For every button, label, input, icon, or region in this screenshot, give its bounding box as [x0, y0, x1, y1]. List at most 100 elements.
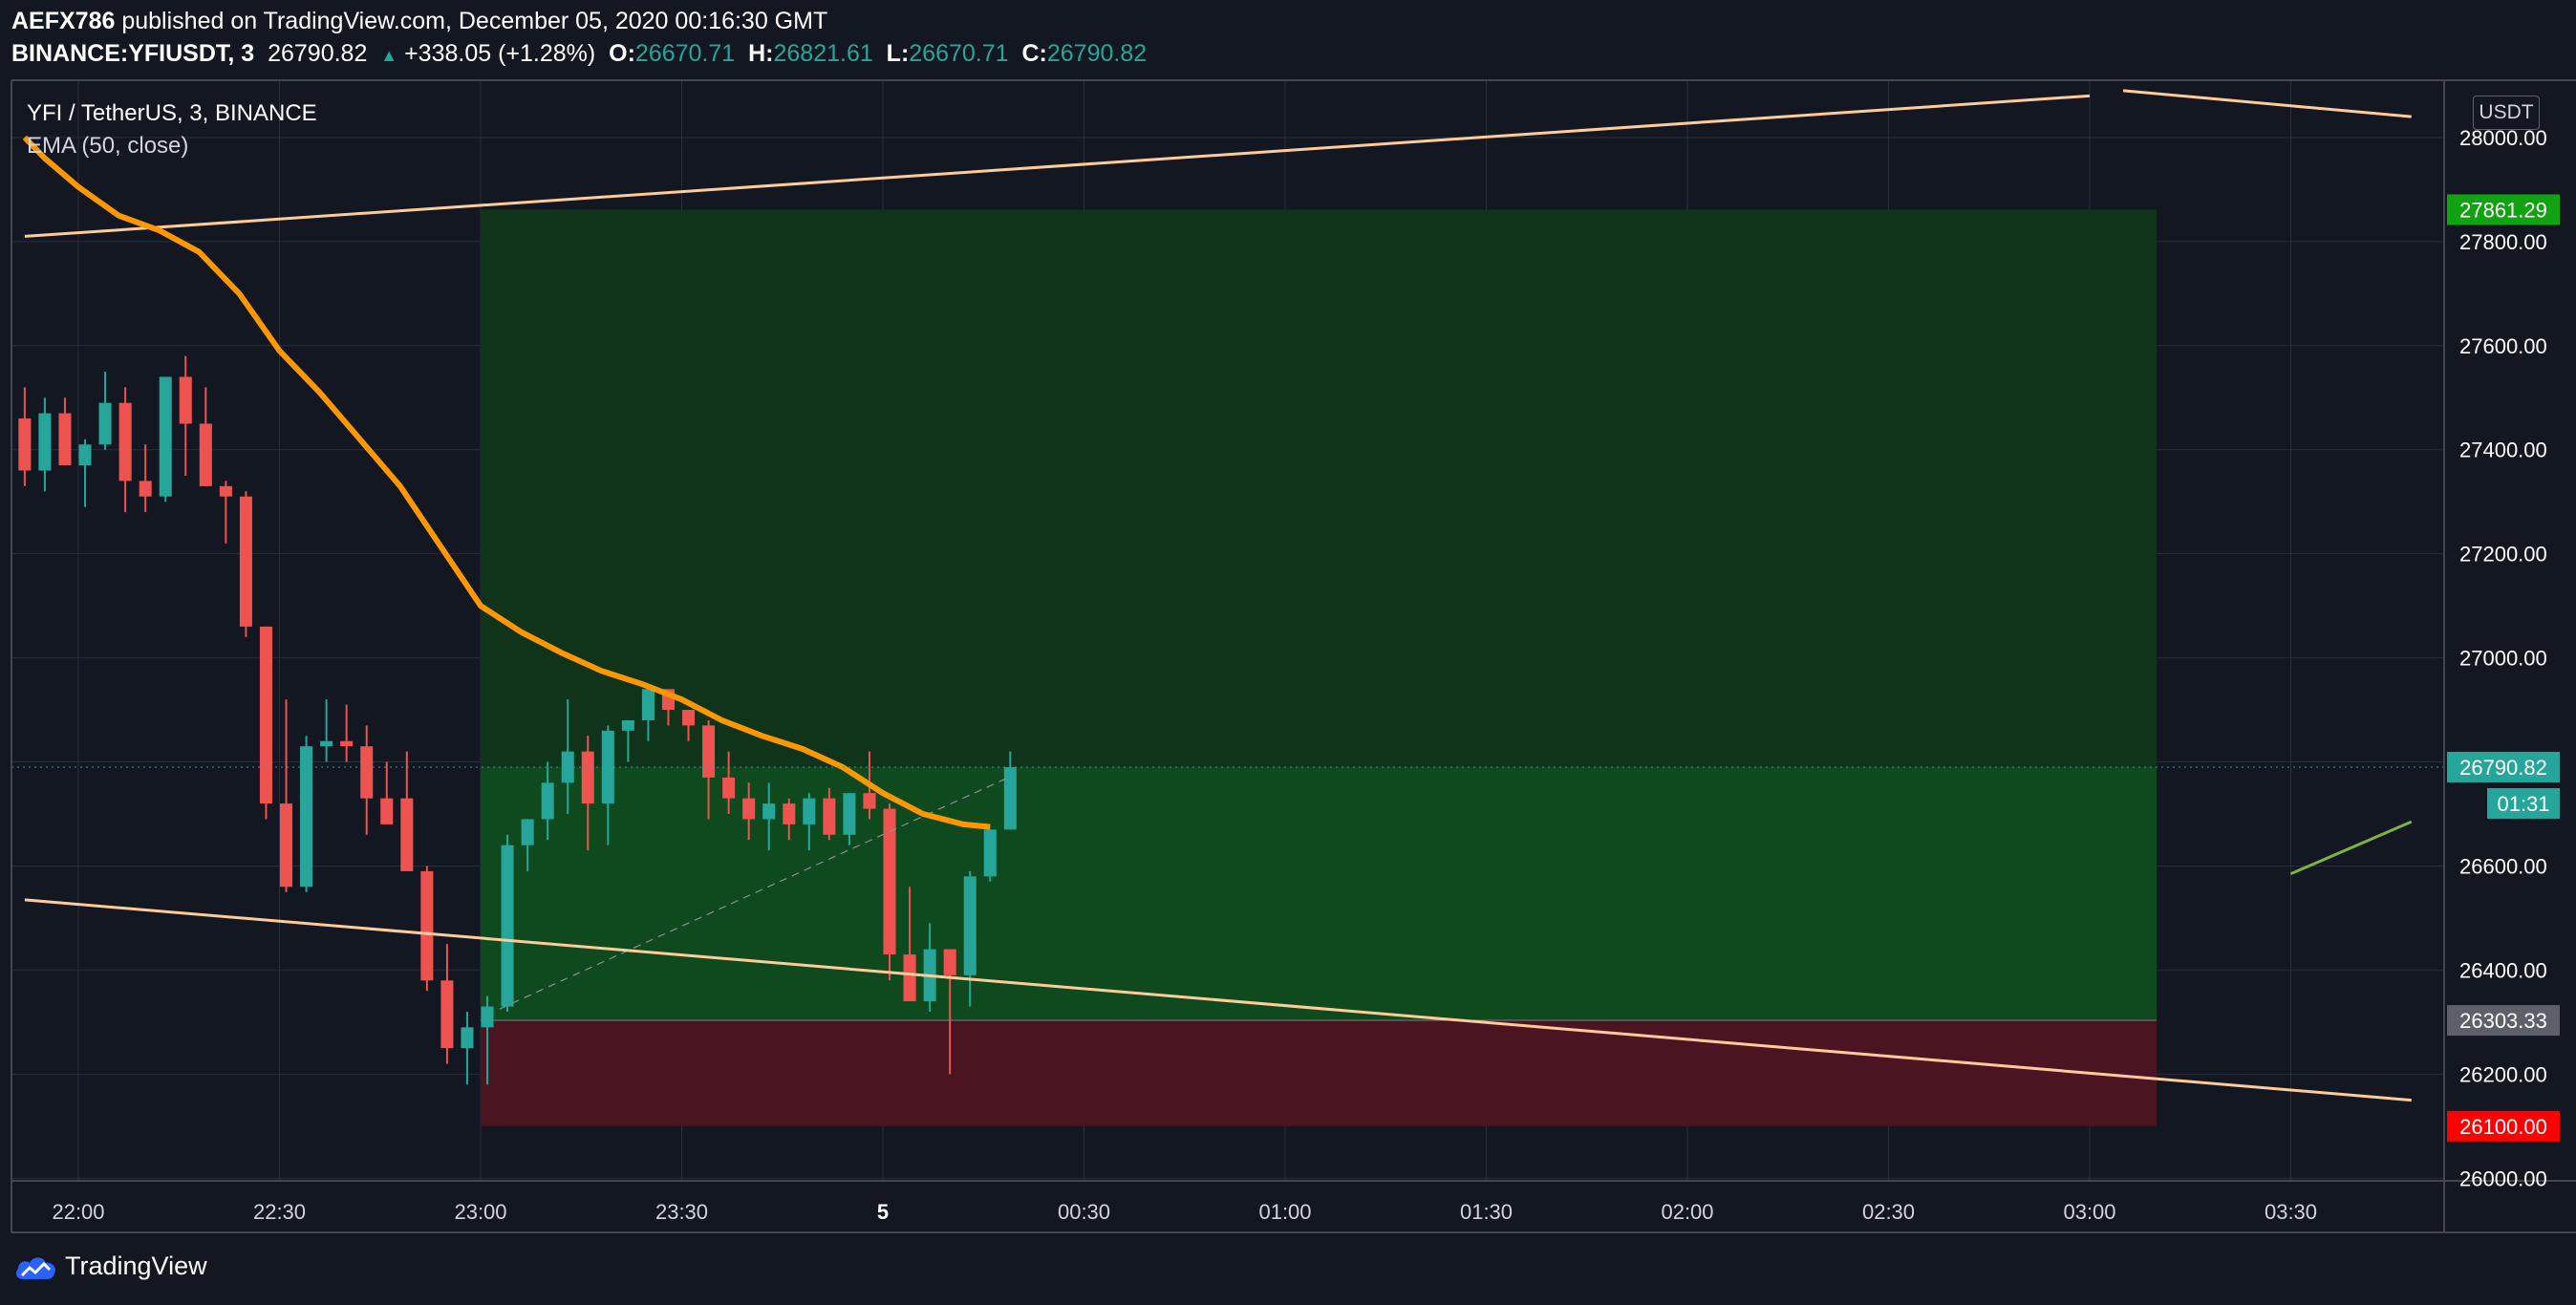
x-tick-label: 03:30 [2265, 1200, 2317, 1224]
stop-price-tag-bg [2447, 1110, 2560, 1142]
entry-price-tag: 26303.33 [2459, 1009, 2547, 1033]
close-label: C: [1021, 40, 1047, 67]
candle-body [320, 740, 333, 747]
candle-body [179, 376, 192, 424]
candle-body [400, 798, 414, 871]
author-name[interactable]: AEFX786 [11, 8, 116, 34]
candle-body [139, 481, 152, 497]
last-price-tag-bg [2447, 751, 2560, 782]
x-tick-label: 5 [877, 1200, 889, 1224]
x-tick-label: 00:30 [1058, 1200, 1110, 1224]
up-arrow-icon: ▲ [380, 46, 398, 65]
ohlc-row: BINANCE:YFIUSDT, 3 26790.82 ▲ +338.05 (+… [11, 40, 1147, 68]
candle-body [843, 793, 856, 835]
tradingview-logo[interactable]: TradingView [13, 1252, 207, 1281]
chart-legend-title[interactable]: YFI / TetherUS, 3, BINANCE [27, 100, 317, 126]
x-tick-label: 03:00 [2063, 1200, 2115, 1224]
candle-body [340, 740, 354, 747]
candle-body [702, 725, 716, 778]
candle-body [440, 980, 454, 1049]
candle-body [722, 777, 736, 799]
y-tick-label: 26000.00 [2459, 1166, 2547, 1190]
candle-body [863, 793, 876, 809]
candle-body [641, 689, 655, 720]
high-label: H: [748, 40, 774, 67]
candle-body [803, 798, 816, 824]
candle-body [581, 751, 594, 804]
candle-body [360, 746, 374, 799]
candle-body [823, 798, 836, 835]
candle-body [681, 710, 696, 726]
y-tick-label: 27200.00 [2459, 543, 2547, 567]
ema-line [22, 135, 991, 830]
candle-body [118, 402, 132, 481]
trendline [2289, 820, 2413, 876]
x-tick-label: 22:00 [52, 1200, 104, 1224]
candle-body [38, 413, 52, 471]
y-tick-label: 26200.00 [2459, 1062, 2547, 1086]
last-price-tag: 26790.82 [2459, 756, 2547, 780]
candle-body [762, 803, 776, 820]
candle-body [883, 808, 896, 955]
high-value: 26821.61 [773, 40, 873, 67]
candle-body [461, 1027, 474, 1049]
x-tick-label: 01:30 [1460, 1200, 1513, 1224]
profit-zone-upper [481, 209, 2157, 767]
tradingview-cloud-icon [15, 1256, 55, 1279]
entry-price-tag-bg [2447, 1005, 2560, 1037]
countdown-tag-bg [2487, 787, 2560, 819]
candle-body [903, 954, 916, 1002]
candle-body [420, 870, 434, 981]
trendline [24, 94, 2091, 238]
x-tick-label: 23:00 [454, 1200, 506, 1224]
x-tick-label: 02:00 [1661, 1200, 1713, 1224]
symbol-label: BINANCE:YFIUSDT, 3 [11, 40, 255, 67]
candle-body [78, 444, 92, 466]
candle-body [742, 798, 756, 820]
profit-zone [481, 766, 2157, 1021]
candle-body [219, 485, 232, 497]
countdown-tag: 01:31 [2497, 792, 2549, 816]
candle-body [983, 829, 997, 877]
stop-price-tag: 26100.00 [2459, 1115, 2547, 1139]
ema-legend[interactable]: EMA (50, close) [27, 133, 189, 159]
candle-body [621, 719, 634, 731]
open-value: 26670.71 [634, 40, 736, 67]
candle-body [98, 402, 112, 445]
y-tick-label: 27000.00 [2459, 647, 2547, 671]
candle-body [380, 798, 394, 824]
candle-body [58, 413, 72, 466]
y-tick-label: 26400.00 [2459, 958, 2547, 982]
candle-body [239, 496, 252, 627]
trendline [24, 898, 2412, 1102]
currency-button[interactable]: USDT [2473, 96, 2540, 130]
open-label: O: [609, 40, 635, 67]
trendline [2122, 89, 2412, 118]
close-value: 26790.82 [1046, 40, 1148, 67]
loss-zone [481, 1020, 2157, 1126]
publish-info: published on TradingView.com, December 0… [121, 8, 828, 34]
candle-body [481, 1006, 494, 1028]
candle-body [783, 803, 796, 824]
candle-body [541, 782, 554, 820]
low-value: 26670.71 [909, 40, 1009, 67]
x-tick-label: 02:30 [1862, 1200, 1915, 1224]
y-tick-label: 26600.00 [2459, 854, 2547, 878]
candle-body [1003, 766, 1017, 830]
candle-body [943, 949, 956, 975]
candle-body [199, 423, 212, 486]
candle-body [521, 819, 534, 845]
publish-header: AEFX786 published on TradingView.com, De… [11, 8, 827, 35]
brand-name: TradingView [65, 1252, 207, 1280]
last-price: 26790.82 [268, 40, 368, 67]
x-tick-label: 23:30 [655, 1200, 708, 1224]
candle-body [159, 376, 172, 497]
x-tick-label: 22:30 [253, 1200, 306, 1224]
y-tick-label: 28000.00 [2459, 126, 2547, 150]
candle-body [963, 876, 977, 975]
candle-body [18, 418, 32, 471]
x-tick-label: 01:00 [1258, 1200, 1311, 1224]
price-change: +338.05 (+1.28%) [404, 40, 596, 67]
candle-body [259, 626, 272, 804]
